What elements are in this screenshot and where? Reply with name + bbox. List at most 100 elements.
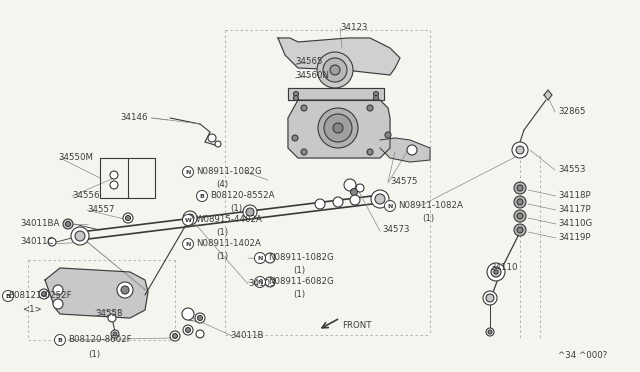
Text: 34011BA: 34011BA [20,219,60,228]
Circle shape [350,195,360,205]
Circle shape [111,330,119,338]
Circle shape [483,291,497,305]
Circle shape [113,332,117,336]
Circle shape [198,315,202,321]
Circle shape [385,132,391,138]
Circle shape [517,227,523,233]
Circle shape [182,215,193,225]
Circle shape [292,135,298,141]
Circle shape [315,199,325,209]
Circle shape [65,221,70,227]
Polygon shape [288,88,384,100]
Circle shape [173,334,177,339]
Polygon shape [278,38,400,75]
Text: (1): (1) [422,214,434,222]
Text: N: N [257,256,262,260]
Circle shape [53,299,63,309]
Circle shape [110,171,118,179]
Circle shape [333,197,343,207]
Text: N: N [186,170,191,174]
Circle shape [367,105,373,111]
Circle shape [255,276,266,288]
Polygon shape [544,90,552,100]
Text: 32865: 32865 [558,108,586,116]
Text: N08911-1082A: N08911-1082A [398,202,463,211]
Circle shape [356,184,364,192]
Circle shape [121,286,129,294]
Circle shape [294,96,298,100]
Circle shape [182,238,193,250]
Circle shape [324,114,352,142]
Text: B08121-0252F: B08121-0252F [8,292,72,301]
Circle shape [54,334,65,346]
Text: 34553: 34553 [558,166,586,174]
Circle shape [183,325,193,335]
Circle shape [195,313,205,323]
Circle shape [42,292,47,296]
Circle shape [374,96,378,100]
Circle shape [374,92,378,96]
Circle shape [301,149,307,155]
Text: 34550M: 34550M [58,154,93,163]
Circle shape [75,231,85,241]
Circle shape [517,213,523,219]
Circle shape [488,330,492,334]
Polygon shape [288,100,390,158]
Text: 34110: 34110 [490,263,518,273]
Circle shape [407,145,417,155]
Circle shape [301,105,307,111]
Circle shape [186,327,191,333]
Text: <1>: <1> [22,305,42,314]
Text: N08911-1082G: N08911-1082G [268,253,333,263]
Circle shape [318,108,358,148]
Circle shape [344,179,356,191]
Text: W08915-4402A: W08915-4402A [196,215,263,224]
Circle shape [123,213,133,223]
Circle shape [63,219,73,229]
Circle shape [486,294,494,302]
Text: 34110G: 34110G [558,219,592,228]
Text: 34123: 34123 [340,23,367,32]
Text: B08120-8552A: B08120-8552A [210,192,275,201]
Circle shape [182,308,194,320]
Text: 34557: 34557 [87,205,115,215]
Circle shape [512,142,528,158]
Circle shape [255,253,266,263]
Text: N08911-1082G: N08911-1082G [196,167,262,176]
Text: 34573: 34573 [382,225,410,234]
Text: (1): (1) [293,289,305,298]
Text: 34556: 34556 [72,192,99,201]
Circle shape [182,167,193,177]
Circle shape [517,199,523,205]
Polygon shape [45,268,148,318]
Text: 34117P: 34117P [558,205,591,215]
Text: 34146: 34146 [120,113,148,122]
Circle shape [208,134,216,142]
Circle shape [117,282,133,298]
Circle shape [385,201,396,212]
Circle shape [516,146,524,154]
Circle shape [514,196,526,208]
Circle shape [108,314,116,322]
Text: N08911-1402A: N08911-1402A [196,240,261,248]
Circle shape [265,253,275,263]
Circle shape [39,289,49,299]
Text: (4): (4) [216,180,228,189]
Circle shape [491,267,501,277]
Circle shape [125,215,131,221]
Text: 34575: 34575 [390,177,417,186]
Text: (1): (1) [230,203,242,212]
Circle shape [487,263,505,281]
Text: 34103: 34103 [248,279,275,289]
Text: 34565: 34565 [295,58,323,67]
Circle shape [3,291,13,301]
Text: B: B [200,193,204,199]
Circle shape [246,208,254,216]
Text: N08911-6082G: N08911-6082G [268,278,333,286]
Text: B: B [6,294,10,298]
Circle shape [367,149,373,155]
Circle shape [243,205,257,219]
Text: (1): (1) [293,266,305,275]
Text: 34560N: 34560N [295,71,329,80]
Circle shape [514,182,526,194]
